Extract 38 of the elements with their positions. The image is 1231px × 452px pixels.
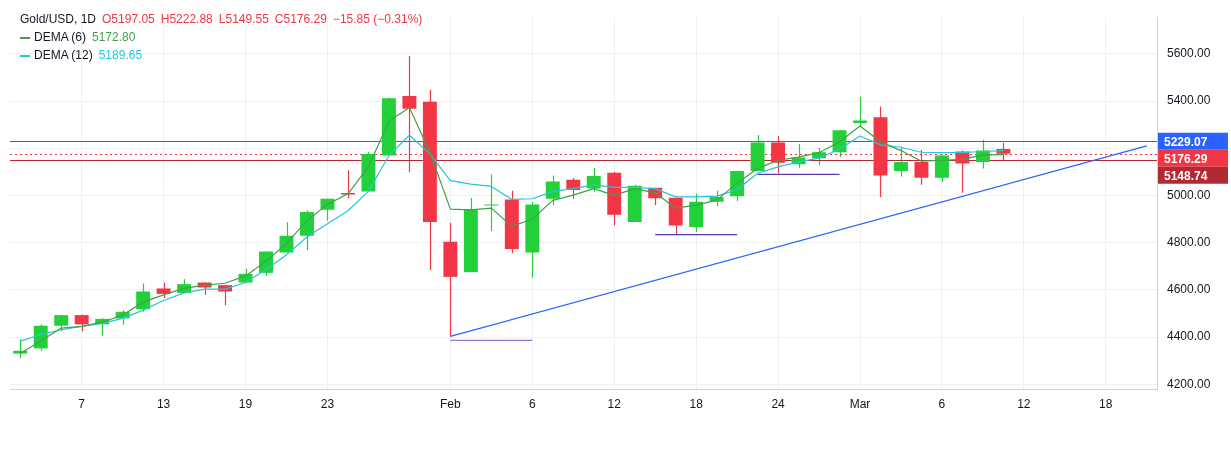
- x-tick-label: 19: [238, 396, 253, 411]
- chart-title: Gold/USD, 1D: [20, 12, 97, 26]
- annotation: 5189.65: [98, 48, 143, 62]
- x-tick-label: Mar: [849, 396, 871, 411]
- x-tick-label: Feb: [440, 396, 462, 411]
- legend-label: DEMA (12): [34, 48, 93, 62]
- annotation: C5176.29: [274, 12, 327, 26]
- candlestick: [484, 173, 499, 232]
- x-tick-label: 24: [771, 396, 786, 411]
- annotation: O5197.05: [102, 12, 155, 26]
- x-tick-label: 7: [78, 396, 86, 411]
- x-tick-label: 18: [1099, 396, 1113, 411]
- annotation: L5149.55: [218, 12, 269, 26]
- annotation: H5222.88: [160, 12, 213, 26]
- x-tick-label: 12: [1017, 396, 1031, 411]
- annotation: 5172.80: [92, 30, 136, 44]
- candlestick: [894, 146, 908, 178]
- legend-label: DEMA (6): [34, 30, 87, 44]
- x-tick-label: 12: [607, 396, 622, 411]
- candlestick: [545, 175, 560, 206]
- candlestick: [934, 154, 949, 183]
- y-tick-label: 4800.00: [1167, 234, 1211, 249]
- candlestick: [300, 209, 314, 251]
- x-tick-label: 6: [528, 396, 536, 411]
- ref-line-label: 5148.74: [1164, 168, 1208, 183]
- ref-line-label: 5229.07: [1164, 134, 1208, 149]
- ref-line-label: 5176.29: [1164, 151, 1208, 166]
- x-tick-label: 18: [689, 396, 704, 411]
- y-tick-label: 4600.00: [1167, 282, 1211, 297]
- y-tick-label: 4200.00: [1167, 376, 1211, 391]
- y-tick-label: 4400.00: [1167, 329, 1211, 344]
- x-tick-label: 6: [938, 396, 946, 411]
- y-tick-label: 5400.00: [1167, 93, 1211, 108]
- x-tick-label: 23: [320, 396, 335, 411]
- y-tick-label: 5000.00: [1167, 187, 1211, 202]
- x-tick-label: 13: [156, 396, 171, 411]
- y-tick-label: 5600.00: [1167, 46, 1211, 61]
- annotation: −15.85 (−0.31%): [332, 12, 423, 26]
